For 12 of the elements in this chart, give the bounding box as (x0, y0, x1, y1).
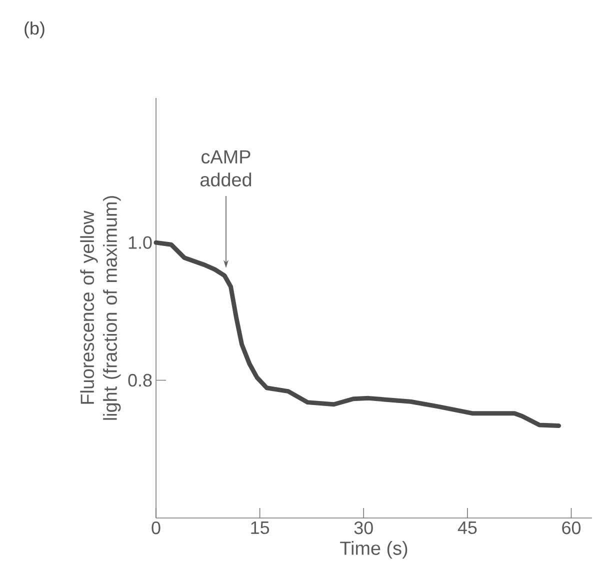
x-axis-title: Time (s) (340, 541, 408, 559)
x-tick-label: 30 (354, 521, 373, 534)
x-tick-label: 45 (458, 522, 477, 534)
annotation: cAMP added (200, 150, 252, 186)
y-tick-label: 0.8 (128, 374, 152, 387)
x-tick-label: 15 (251, 522, 270, 534)
x-tick-label: 60 (562, 521, 581, 534)
y-tick-label: 1.0 (128, 236, 152, 249)
y-axis-title: Fluorescence of yellow light (fraction of maximum) (80, 196, 121, 420)
text: (b) (24, 22, 44, 38)
line-series (154, 240, 562, 428)
x-tick-label: 0 (152, 521, 160, 534)
